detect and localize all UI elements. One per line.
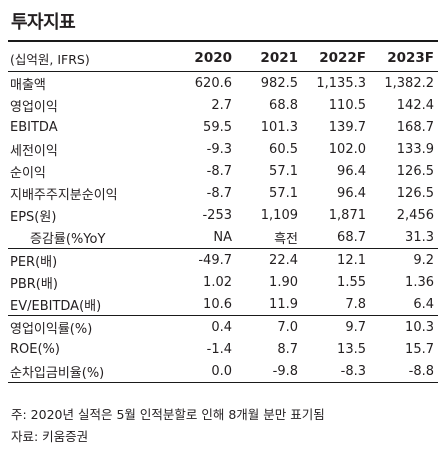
cell-value: 101.3 xyxy=(260,119,298,135)
cell-value: NA xyxy=(213,229,232,245)
year-header: 2020 xyxy=(166,45,236,72)
cell-value: 2.7 xyxy=(211,97,232,113)
cell-value: 31.3 xyxy=(405,229,434,245)
cell-value: 168.7 xyxy=(396,119,434,135)
year-header: 2022F xyxy=(302,45,370,72)
table-row: 매출액 620.6 982.5 1,135.3 1,382.2 xyxy=(8,72,438,95)
cell-value: -8.8 xyxy=(370,360,438,383)
top-rule xyxy=(8,40,438,42)
cell-value: 6.4 xyxy=(413,296,434,312)
cell-value: 139.7 xyxy=(328,119,366,135)
year-header: 2021 xyxy=(236,45,302,72)
header-row: (십억원, IFRS) 2020 2021 2022F 2023F xyxy=(8,45,438,72)
row-label: EBITDA xyxy=(10,119,58,135)
cell-value: 11.9 xyxy=(269,296,298,312)
cell-value: -8.7 xyxy=(206,185,232,201)
table-row: 세전이익 -9.3 60.5 102.0 133.9 xyxy=(8,138,438,160)
cell-value: 126.5 xyxy=(396,185,434,201)
cell-value: 68.8 xyxy=(269,97,298,113)
row-label: 영업이익률(%) xyxy=(8,315,166,338)
cell-value: 8.7 xyxy=(277,341,298,357)
cell-value: -8.3 xyxy=(302,360,370,383)
row-label: 영업이익 xyxy=(10,99,58,115)
cell-value: -9.8 xyxy=(236,360,302,383)
cell-value: 15.7 xyxy=(405,341,434,357)
row-label: ROE(%) xyxy=(10,341,60,357)
cell-value: 620.6 xyxy=(194,75,232,91)
cell-value: 2,456 xyxy=(396,207,434,223)
table-row: 순이익 -8.7 57.1 96.4 126.5 xyxy=(8,160,438,182)
row-label: PBR(배) xyxy=(10,276,58,292)
cell-value: 0.0 xyxy=(166,360,236,383)
unit-header: (십억원, IFRS) xyxy=(8,45,166,72)
cell-value: 9.2 xyxy=(370,248,438,271)
cell-value: 59.5 xyxy=(203,119,232,135)
table-row: 증감률(%YoY NA 흑전 68.7 31.3 xyxy=(8,226,438,249)
cell-value: 1.90 xyxy=(269,274,298,290)
row-label: 지배주주지분순이익 xyxy=(10,187,118,203)
table-row: EV/EBITDA(배) 10.6 11.9 7.8 6.4 xyxy=(8,293,438,316)
row-label: 순차입금비율(%) xyxy=(8,360,166,383)
cell-value: 0.4 xyxy=(166,315,236,338)
cell-value: 1,382.2 xyxy=(384,75,434,91)
row-label: PER(배) xyxy=(8,248,166,271)
year-header: 2023F xyxy=(370,45,438,72)
row-label: EPS(원) xyxy=(10,209,57,225)
row-label: EV/EBITDA(배) xyxy=(10,298,102,314)
cell-value: 96.4 xyxy=(337,185,366,201)
cell-value: 126.5 xyxy=(396,163,434,179)
cell-value: -49.7 xyxy=(166,248,236,271)
table-row: 영업이익률(%) 0.4 7.0 9.7 10.3 xyxy=(8,315,438,338)
table-row: 순차입금비율(%) 0.0 -9.8 -8.3 -8.8 xyxy=(8,360,438,383)
table-row: EBITDA 59.5 101.3 139.7 168.7 xyxy=(8,116,438,138)
table-row: PER(배) -49.7 22.4 12.1 9.2 xyxy=(8,248,438,271)
cell-value: 7.8 xyxy=(345,296,366,312)
source-note: 자료: 키움증권 xyxy=(11,429,89,444)
cell-value: 7.0 xyxy=(236,315,302,338)
cell-value: -8.7 xyxy=(206,163,232,179)
cell-value: 982.5 xyxy=(260,75,298,91)
cell-value: 22.4 xyxy=(236,248,302,271)
table-row: PBR(배) 1.02 1.90 1.55 1.36 xyxy=(8,271,438,293)
table-title: 투자지표 xyxy=(11,12,76,33)
row-label: 증감률(%YoY xyxy=(30,231,106,247)
cell-value: 60.5 xyxy=(269,141,298,157)
cell-value: -1.4 xyxy=(206,341,232,357)
cell-value: 133.9 xyxy=(396,141,434,157)
cell-value: 57.1 xyxy=(269,163,298,179)
row-label: 매출액 xyxy=(10,77,46,93)
cell-value: 12.1 xyxy=(302,248,370,271)
cell-value: 10.6 xyxy=(203,296,232,312)
cell-value: 68.7 xyxy=(337,229,366,245)
cell-value: -9.3 xyxy=(206,141,232,157)
cell-value: 102.0 xyxy=(328,141,366,157)
cell-value: 9.7 xyxy=(302,315,370,338)
cell-value: 1.02 xyxy=(203,274,232,290)
table-row: 지배주주지분순이익 -8.7 57.1 96.4 126.5 xyxy=(8,182,438,204)
cell-value: 흑전 xyxy=(274,231,298,247)
table-row: ROE(%) -1.4 8.7 13.5 15.7 xyxy=(8,338,438,360)
cell-value: 1,871 xyxy=(328,207,366,223)
cell-value: 96.4 xyxy=(337,163,366,179)
row-label: 세전이익 xyxy=(10,143,58,159)
cell-value: -253 xyxy=(202,207,232,223)
cell-value: 1,109 xyxy=(260,207,298,223)
row-label: 순이익 xyxy=(10,165,46,181)
financial-table: (십억원, IFRS) 2020 2021 2022F 2023F 매출액 62… xyxy=(8,45,438,383)
cell-value: 13.5 xyxy=(337,341,366,357)
footnote: 주: 2020년 실적은 5월 인적분할로 인해 8개월 분만 표기됨 xyxy=(11,407,325,422)
cell-value: 1,135.3 xyxy=(316,75,366,91)
table-row: 영업이익 2.7 68.8 110.5 142.4 xyxy=(8,94,438,116)
cell-value: 1.55 xyxy=(337,274,366,290)
cell-value: 142.4 xyxy=(396,97,434,113)
cell-value: 10.3 xyxy=(370,315,438,338)
table-row: EPS(원) -253 1,109 1,871 2,456 xyxy=(8,204,438,226)
cell-value: 110.5 xyxy=(328,97,366,113)
cell-value: 57.1 xyxy=(269,185,298,201)
cell-value: 1.36 xyxy=(405,274,434,290)
